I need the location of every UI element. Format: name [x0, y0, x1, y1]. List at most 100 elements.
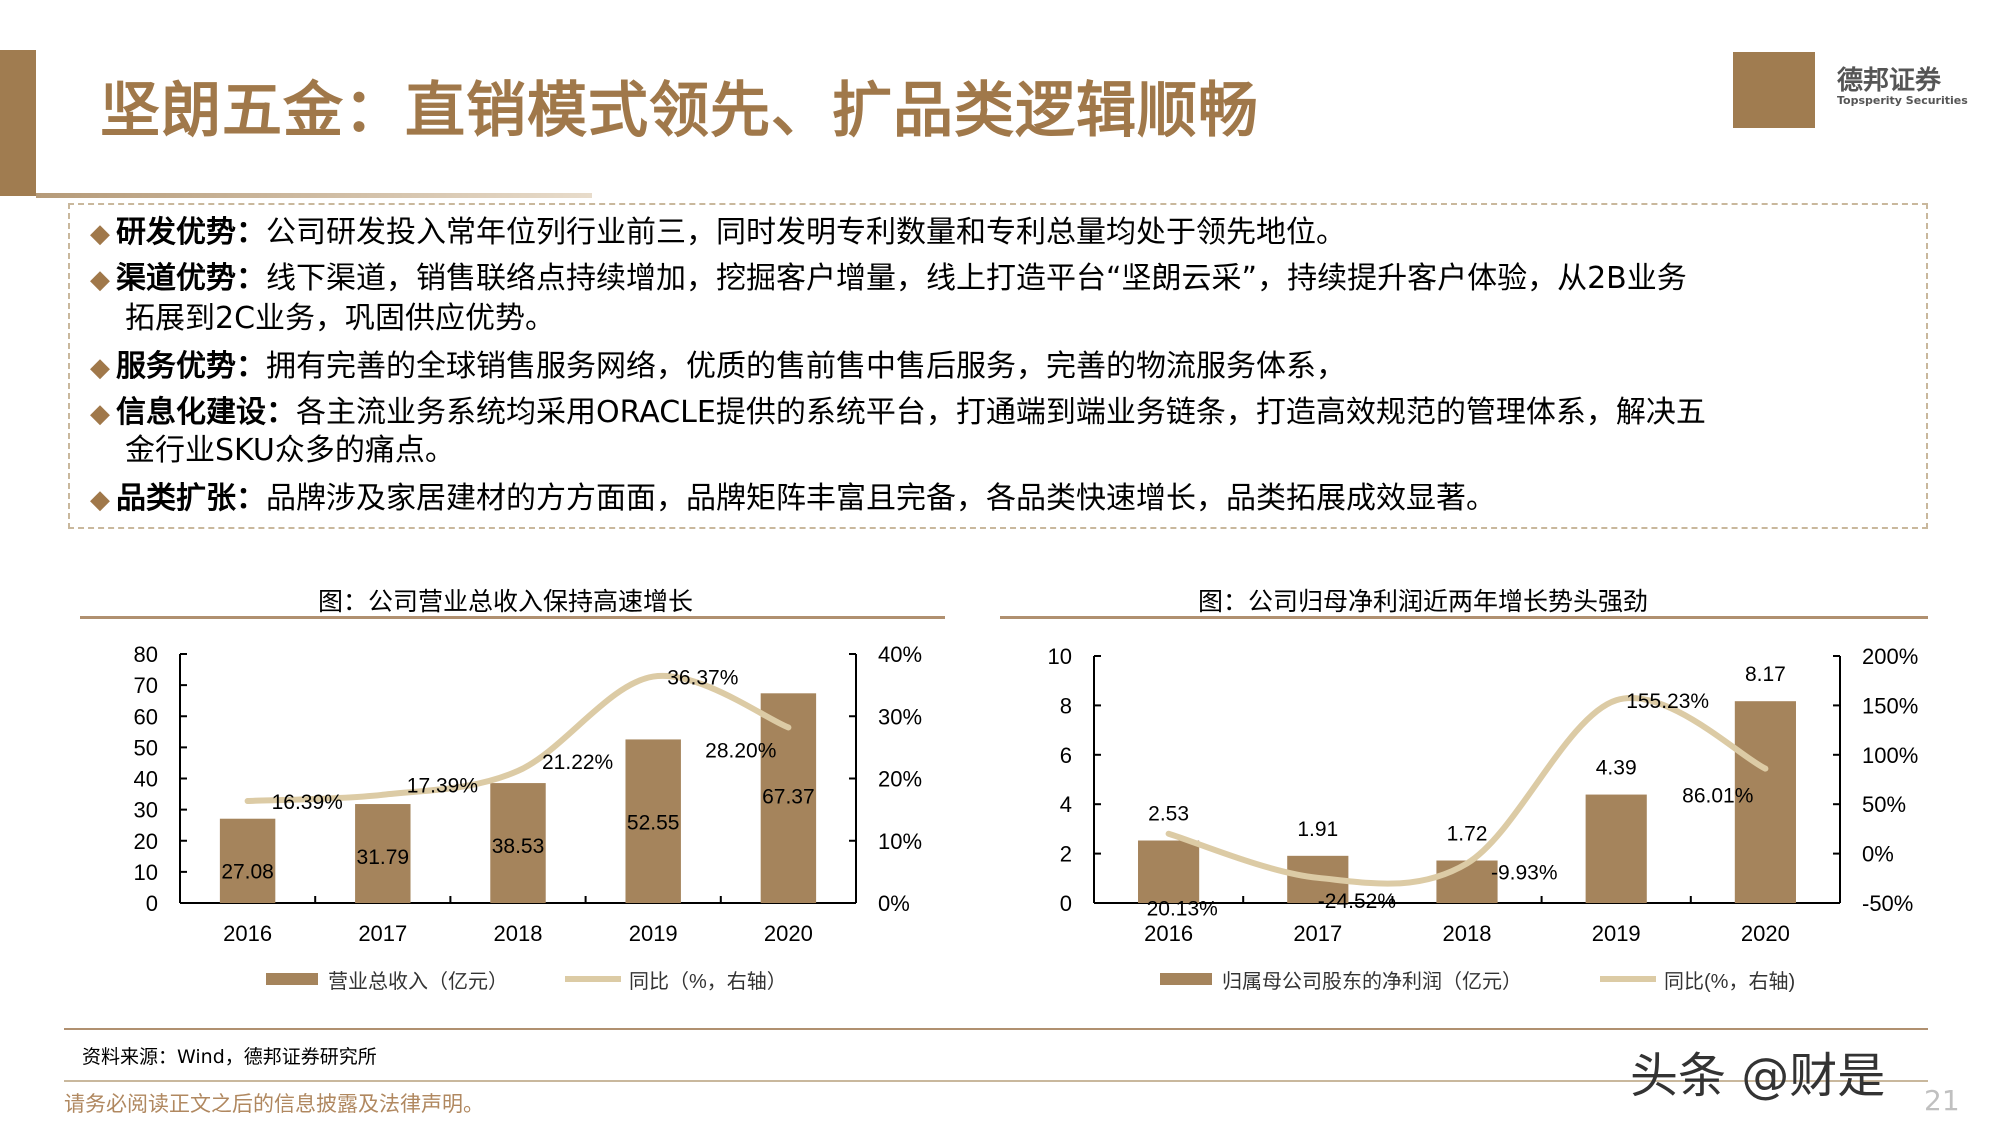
legend-label-bar: 归属母公司股东的净利润（亿元）: [1222, 970, 1522, 993]
bar-value-label: 1.72: [1447, 823, 1488, 846]
bullet-heading: 服务优势：: [116, 349, 266, 384]
bar-2018: [1436, 860, 1498, 903]
legend-swatch-bar: [1160, 973, 1212, 985]
logo-en: Topsperity Securities: [1837, 94, 1968, 107]
bar-2018: [490, 783, 546, 903]
diamond-bullet-icon: ◆: [90, 353, 110, 383]
y-tick-label: 10: [134, 860, 158, 885]
legend-swatch-bar: [266, 973, 318, 985]
bullet-text: 品牌涉及家居建材的方方面面，品牌矩阵丰富且完备，各品类快速增长，品类拓展成效显著…: [266, 481, 1496, 516]
y-tick-label: 0: [1060, 891, 1072, 916]
bar-value-label: 27.08: [221, 861, 274, 884]
y2-tick-label: 50%: [1862, 792, 1906, 817]
bullet-line: ◆ 渠道优势：线下渠道，销售联络点持续增加，挖掘客户增量，线上打造平台“坚朗云采”…: [90, 261, 1687, 298]
bullet-text: 线下渠道，销售联络点持续增加，挖掘客户增量，线上打造平台“坚朗云采”，持续提升客…: [266, 261, 1687, 296]
source-note: 资料来源：Wind，德邦证券研究所: [82, 1046, 377, 1068]
y2-tick-label: 0%: [1862, 842, 1894, 867]
x-tick-label: 2019: [629, 921, 678, 946]
watermark: 头条 @财是: [1630, 1048, 1886, 1104]
x-tick-label: 2018: [494, 921, 543, 946]
line-value-label: 17.39%: [407, 775, 478, 798]
y2-tick-label: 150%: [1862, 693, 1918, 718]
x-tick-label: 2020: [764, 921, 813, 946]
logo-cn: 德邦证券: [1837, 66, 1942, 96]
line-value-label: 36.37%: [667, 667, 738, 690]
bullet-line: ◆ 品类扩张：品牌涉及家居建材的方方面面，品牌矩阵丰富且完备，各品类快速增长，品类…: [90, 481, 1496, 518]
y-tick-label: 20: [134, 829, 158, 854]
chart-title-revenue: 图：公司营业总收入保持高速增长: [318, 587, 694, 616]
bullet-heading: 品类扩张：: [116, 481, 266, 516]
footer-divider: [64, 1080, 1928, 1082]
bullet-line: 金行业SKU众多的痛点。: [125, 433, 455, 469]
bullet-line: ◆ 研发优势：公司研发投入常年位列行业前三，同时发明专利数量和专利总量均处于领先地…: [90, 215, 1346, 252]
diamond-bullet-icon: ◆: [90, 219, 110, 249]
bullet-text: 拥有完善的全球销售服务网络，优质的售前售中售后服务，完善的物流服务体系，: [266, 349, 1346, 384]
y-tick-label: 0: [146, 891, 158, 916]
y2-tick-label: 0%: [878, 891, 910, 916]
y-tick-label: 30: [134, 798, 158, 823]
legend-label-line: 同比（%，右轴）: [629, 970, 787, 993]
x-tick-label: 2018: [1443, 921, 1492, 946]
bullet-line: ◆ 服务优势：拥有完善的全球销售服务网络，优质的售前售中售后服务，完善的物流服务体…: [90, 349, 1346, 386]
disclaimer: 请务必阅读正文之后的信息披露及法律声明。: [64, 1092, 484, 1116]
y-tick-label: 6: [1060, 743, 1072, 768]
bar-value-label: 52.55: [627, 811, 680, 834]
y-tick-label: 50: [134, 735, 158, 760]
bullet-heading: 研发优势：: [116, 215, 266, 250]
title-divider: [36, 193, 592, 198]
x-tick-label: 2020: [1741, 921, 1790, 946]
footer-divider: [64, 1028, 1928, 1030]
line-value-label: -24.52%: [1318, 890, 1396, 913]
x-tick-label: 2017: [1293, 921, 1342, 946]
title-accent-bar: [0, 50, 36, 196]
y2-tick-label: 30%: [878, 704, 922, 729]
yoy-line: [244, 672, 792, 804]
line-value-label: 86.01%: [1682, 785, 1753, 808]
y-tick-label: 80: [134, 642, 158, 667]
y-tick-label: 70: [134, 673, 158, 698]
y2-tick-label: 10%: [878, 829, 922, 854]
line-value-label: 20.13%: [1147, 898, 1218, 921]
yoy-line: [1165, 695, 1769, 887]
bullet-heading: 渠道优势：: [116, 261, 266, 296]
legend-label-line: 同比(%，右轴): [1664, 970, 1795, 993]
line-value-label: 28.20%: [705, 739, 776, 762]
x-tick-label: 2019: [1592, 921, 1641, 946]
y-tick-label: 60: [134, 704, 158, 729]
profit-chart: 0 2 4 6 8 10 -50% 0% 50% 100% 150% 200% 2016 2017 2018…: [1048, 644, 1919, 993]
y2-tick-label: 40%: [878, 642, 922, 667]
x-tick-label: 2016: [223, 921, 272, 946]
x-tick-label: 2016: [1144, 921, 1193, 946]
y-tick-label: 2: [1060, 842, 1072, 867]
page-number: 21: [1924, 1084, 1960, 1117]
legend-label-bar: 营业总收入（亿元）: [328, 970, 508, 993]
diamond-bullet-icon: ◆: [90, 485, 110, 515]
bar-value-label: 38.53: [492, 835, 545, 858]
bar-2020: [1734, 701, 1796, 903]
bar-2019: [1585, 794, 1647, 903]
line-value-label: 16.39%: [272, 791, 343, 814]
diamond-bullet-icon: ◆: [90, 265, 110, 295]
y2-tick-label: -50%: [1862, 891, 1913, 916]
y-tick-label: 10: [1048, 644, 1072, 669]
y-tick-label: 40: [134, 767, 158, 792]
y-tick-label: 8: [1060, 693, 1072, 718]
bullet-text: 公司研发投入常年位列行业前三，同时发明专利数量和专利总量均处于领先地位。: [266, 215, 1346, 250]
bullet-line: 拓展到2C业务，巩固供应优势。: [125, 301, 555, 337]
chart-divider: [1000, 616, 1928, 619]
bullet-heading: 信息化建设：: [116, 395, 296, 430]
line-value-label: 155.23%: [1626, 690, 1709, 713]
leopard-logo-icon: [1733, 52, 1815, 128]
y2-tick-label: 100%: [1862, 743, 1918, 768]
bullet-text: 拓展到2C业务，巩固供应优势。: [125, 301, 556, 336]
bar-value-label: 4.39: [1596, 757, 1637, 780]
bar-value-label: 8.17: [1745, 663, 1786, 686]
page-title: 坚朗五金：直销模式领先、扩品类逻辑顺畅: [100, 76, 1259, 146]
y-tick-label: 4: [1060, 792, 1072, 817]
revenue-chart: 0 10 20 30 40 50 60 70 80 0% 10% 20% 30% 40% 2016 2017 2…: [134, 642, 923, 993]
y2-tick-label: 200%: [1862, 644, 1918, 669]
line-value-label: -9.93%: [1491, 861, 1558, 884]
company-logo: 德邦证券 Topsperity Securities: [1733, 52, 1968, 132]
bullet-text: 各主流业务系统均采用ORACLE提供的系统平台，打通端到端业务链条，打造高效规范…: [296, 395, 1706, 430]
bar-value-label: 2.53: [1148, 803, 1189, 826]
